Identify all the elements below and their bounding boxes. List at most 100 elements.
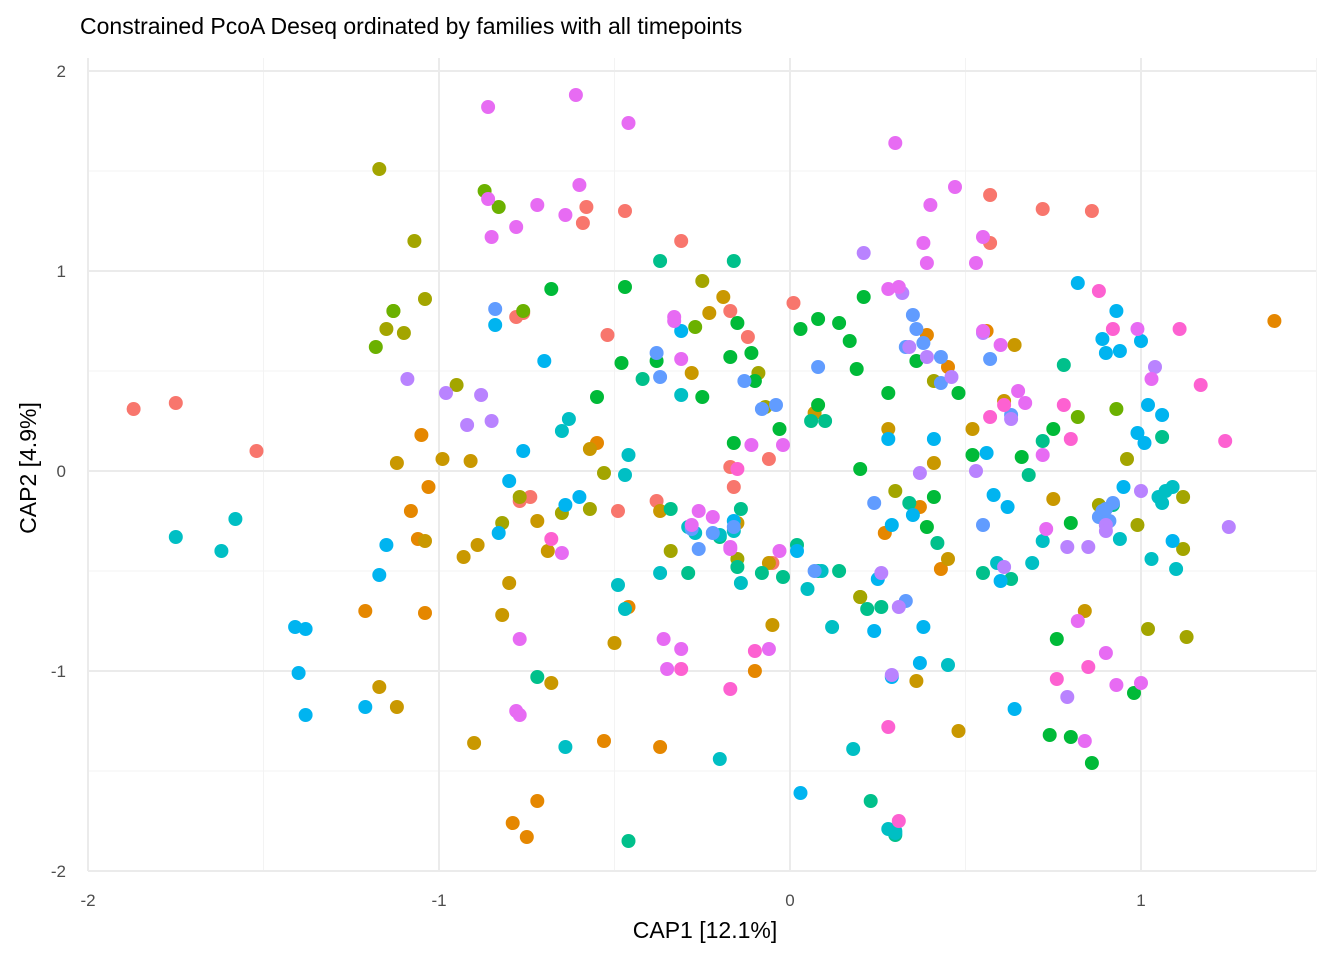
scatter-point xyxy=(674,352,689,366)
scatter-point xyxy=(965,422,980,436)
y-axis-ticks: -2 -1 0 1 2 xyxy=(51,62,66,881)
scatter-point xyxy=(1127,686,1141,700)
scatter-point xyxy=(1141,622,1155,636)
x-tick-label: 0 xyxy=(785,891,794,910)
scatter-point xyxy=(969,256,983,270)
scatter-point xyxy=(976,230,990,244)
y-tick-label: 1 xyxy=(57,262,66,281)
scatter-point xyxy=(582,502,597,516)
scatter-point xyxy=(491,200,506,214)
scatter-point xyxy=(909,674,924,688)
scatter-point xyxy=(249,444,264,458)
scatter-point xyxy=(618,204,632,218)
scatter-point xyxy=(754,402,769,416)
scatter-point xyxy=(695,390,710,404)
scatter-point xyxy=(368,340,383,354)
scatter-point xyxy=(691,542,706,556)
y-tick-label: -1 xyxy=(51,662,66,681)
scatter-point xyxy=(660,662,675,676)
scatter-point xyxy=(881,422,896,436)
scatter-point xyxy=(653,504,668,518)
scatter-point xyxy=(1081,660,1096,674)
scatter-point xyxy=(372,680,387,694)
scatter-point xyxy=(919,256,934,270)
scatter-point xyxy=(407,234,422,248)
scatter-point xyxy=(544,282,559,296)
scatter-point xyxy=(1084,204,1099,218)
scatter-point xyxy=(747,374,762,388)
scatter-point xyxy=(1176,542,1191,556)
scatter-point xyxy=(597,734,611,748)
scatter-point xyxy=(618,280,632,294)
scatter-point xyxy=(1098,502,1113,516)
scatter-point xyxy=(881,720,896,734)
scatter-point xyxy=(976,324,990,338)
scatter-point xyxy=(554,546,569,560)
scatter-point xyxy=(926,456,941,470)
scatter-point xyxy=(842,334,857,348)
scatter-point xyxy=(976,518,990,532)
scatter-point xyxy=(611,578,625,592)
scatter-point xyxy=(1042,728,1057,742)
x-tick-label: -1 xyxy=(431,891,446,910)
scatter-point xyxy=(505,816,520,830)
scatter-point xyxy=(1056,398,1071,412)
scatter-point xyxy=(888,136,903,150)
scatter-point xyxy=(1018,396,1033,410)
scatter-point xyxy=(884,518,899,532)
scatter-point xyxy=(1267,314,1282,328)
scatter-point xyxy=(1000,500,1015,514)
scatter-point xyxy=(891,814,906,828)
scatter-point xyxy=(621,116,636,130)
scatter-point xyxy=(168,396,183,410)
scatter-point xyxy=(772,422,787,436)
scatter-point xyxy=(933,562,948,576)
scatter-point xyxy=(582,442,597,456)
scatter-point xyxy=(512,708,527,722)
scatter-point xyxy=(1084,756,1099,770)
scatter-point xyxy=(716,290,731,304)
scatter-point xyxy=(400,372,415,386)
scatter-point xyxy=(832,564,847,578)
scatter-point xyxy=(663,502,678,516)
scatter-point xyxy=(1116,480,1131,494)
scatter-point xyxy=(474,388,489,402)
scatter-point xyxy=(575,216,590,230)
scatter-point xyxy=(916,336,931,350)
scatter-point xyxy=(403,504,418,518)
scatter-point xyxy=(1130,518,1145,532)
scatter-point xyxy=(488,318,503,332)
scatter-point xyxy=(1060,540,1075,554)
scatter-point xyxy=(1077,734,1092,748)
scatter-point xyxy=(214,544,229,558)
scatter-point xyxy=(1172,322,1187,336)
scatter-point xyxy=(853,590,868,604)
chart-title: Constrained PcoA Deseq ordinated by fami… xyxy=(80,13,742,39)
scatter-point xyxy=(1035,448,1050,462)
scatter-point xyxy=(1060,690,1075,704)
scatter-point xyxy=(418,606,432,620)
scatter-point xyxy=(1169,562,1184,576)
scatter-point xyxy=(737,374,752,388)
scatter-point xyxy=(881,282,896,296)
scatter-point xyxy=(740,330,755,344)
scatter-point xyxy=(916,236,931,250)
scatter-point xyxy=(572,490,587,504)
scatter-point xyxy=(512,632,527,646)
scatter-point xyxy=(396,326,411,340)
scatter-point xyxy=(818,414,833,428)
scatter-point xyxy=(772,544,787,558)
scatter-point xyxy=(418,534,432,548)
scatter-point xyxy=(905,308,920,322)
scatter-point xyxy=(1112,344,1127,358)
scatter-point xyxy=(663,544,678,558)
scatter-point xyxy=(965,448,980,462)
scatter-point xyxy=(481,192,496,206)
scatter-point xyxy=(761,642,776,656)
scatter-point xyxy=(1063,730,1078,744)
scatter-point xyxy=(1120,452,1134,466)
scatter-point xyxy=(667,310,682,324)
scatter-point xyxy=(509,220,524,234)
scatter-point xyxy=(867,496,882,510)
scatter-point xyxy=(979,446,994,460)
